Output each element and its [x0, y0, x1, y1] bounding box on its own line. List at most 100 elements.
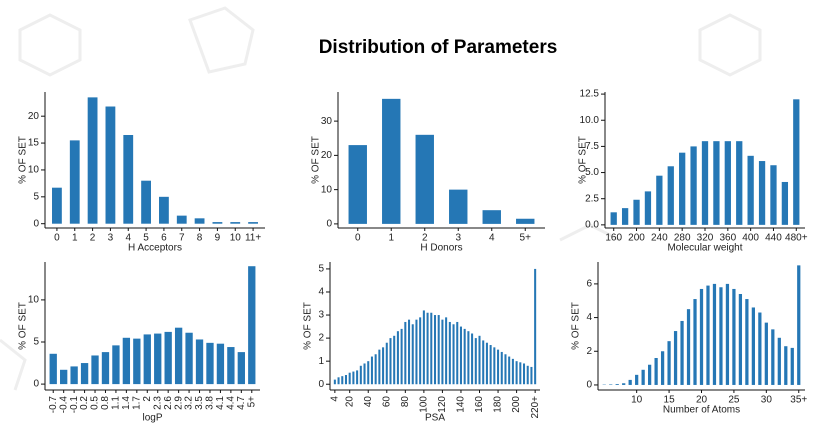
bar — [781, 181, 789, 225]
y-tick-label: 10 — [28, 165, 40, 176]
bar — [793, 99, 800, 225]
bar — [478, 335, 481, 385]
bar — [396, 331, 399, 385]
bar — [719, 287, 723, 385]
bar — [784, 346, 788, 385]
bar — [706, 285, 710, 385]
x-tick-label: 5+ — [246, 396, 257, 408]
bar — [91, 355, 99, 385]
x-tick-label: 5+ — [520, 233, 532, 244]
bar — [248, 222, 258, 224]
bar — [389, 338, 392, 385]
bar — [485, 342, 488, 385]
bar — [133, 338, 141, 385]
bar — [400, 328, 403, 385]
x-tick-label: 9 — [215, 233, 221, 244]
x-tick-label: 1.7 — [131, 396, 142, 410]
bar — [500, 351, 503, 385]
bar — [751, 307, 755, 385]
x-tick-label: 10 — [230, 233, 242, 244]
x-tick-label: 2.3 — [152, 396, 163, 410]
bar — [105, 106, 116, 224]
x-tick-label: 160 — [605, 233, 622, 244]
bar — [519, 362, 522, 385]
x-tick-label: 2 — [90, 233, 96, 244]
bar — [341, 376, 344, 385]
bar — [248, 266, 256, 385]
x-tick-label: 5 — [143, 233, 149, 244]
y-tick-label: 20 — [28, 111, 40, 122]
bar — [511, 358, 514, 385]
bar — [112, 345, 120, 385]
x-tick-label: 4 — [489, 233, 495, 244]
bar — [445, 317, 448, 385]
bar — [699, 288, 704, 385]
x-tick-label: -0.4 — [58, 396, 69, 414]
bar — [459, 326, 462, 385]
y-tick-label: 0 — [33, 218, 39, 229]
x-tick-label: 4.4 — [226, 396, 237, 410]
bar — [404, 321, 407, 385]
bar — [359, 365, 362, 385]
bar — [415, 319, 418, 385]
bar — [690, 146, 697, 225]
x-tick-label: 360 — [719, 233, 736, 244]
x-axis-label: H Donors — [420, 243, 462, 254]
x-tick-label: 2 — [422, 233, 428, 244]
bar — [489, 345, 492, 385]
x-tick-label: 220+ — [530, 396, 541, 419]
x-tick-label: 140 — [456, 396, 467, 413]
bar — [415, 134, 434, 224]
x-tick-label: 2.9 — [173, 396, 184, 410]
bar — [635, 374, 639, 385]
bar — [463, 328, 466, 385]
x-tick-label: 0.5 — [90, 396, 101, 410]
x-tick-label: -0.7 — [48, 396, 59, 414]
y-tick-label: 6 — [586, 279, 592, 290]
bar — [621, 208, 629, 225]
bar — [758, 161, 766, 225]
bar — [504, 354, 507, 385]
x-tick-label: 160 — [474, 396, 485, 413]
x-tick-label: 3.8 — [205, 396, 216, 410]
bar — [508, 356, 511, 385]
y-tick-label: 5 — [33, 337, 39, 348]
bar — [185, 332, 193, 385]
x-tick-label: -0.1 — [69, 396, 80, 414]
bar — [426, 312, 429, 385]
bar — [758, 312, 762, 385]
bar — [471, 333, 474, 385]
subplot: 0 10 20 30 0 1 2 3 4 5+ H Donors % OF SET — [311, 92, 545, 254]
bar — [80, 363, 89, 385]
y-tick-label: 15 — [28, 138, 40, 149]
bar — [344, 375, 348, 385]
y-axis-label: % OF SET — [578, 136, 589, 184]
x-tick-label: 35+ — [790, 395, 807, 406]
bar — [680, 320, 684, 385]
bar — [654, 358, 658, 385]
bar — [667, 166, 674, 225]
bar — [456, 321, 459, 385]
bar — [764, 322, 768, 385]
x-tick-label: 120 — [437, 396, 448, 413]
y-tick-label: 7.5 — [585, 141, 599, 152]
bar — [452, 324, 455, 385]
bar — [686, 309, 691, 385]
bar — [609, 384, 613, 385]
bar — [212, 222, 223, 224]
bar — [474, 338, 477, 385]
bar — [448, 321, 451, 385]
bar — [367, 361, 370, 385]
y-tick-label: 4 — [586, 312, 592, 323]
bar — [628, 379, 632, 385]
x-tick-label: 2 — [142, 396, 153, 402]
x-tick-label: 1 — [388, 233, 394, 244]
bar — [777, 337, 781, 385]
y-axis-label: % OF SET — [303, 302, 314, 350]
x-tick-label: 1.1 — [111, 396, 122, 410]
bar — [154, 333, 162, 385]
x-tick-label: 0.8 — [100, 396, 111, 410]
